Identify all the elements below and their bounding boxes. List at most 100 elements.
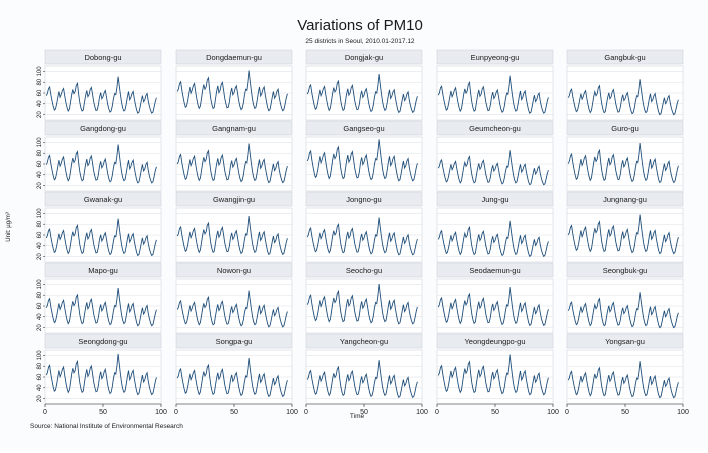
panel-geumcheon-gu: Geumcheon-gu — [436, 120, 554, 192]
series-line-jongno-gu — [306, 217, 418, 256]
series-line-gangseo-gu — [306, 139, 418, 182]
series-line-gwangjin-gu — [176, 216, 288, 256]
y-tick-label: 80 — [37, 149, 43, 156]
panel-strip — [436, 191, 554, 207]
y-tick-label: 60 — [37, 302, 43, 309]
x-tick-label: 0 — [304, 409, 308, 416]
panel-strip — [566, 120, 684, 136]
panel-eunpyeong-gu: Eunpyeong-gu — [436, 49, 554, 121]
y-tick-label: 40 — [37, 384, 43, 391]
panel-strip — [175, 262, 293, 278]
series-line-jungnang-gu — [567, 214, 679, 255]
panel-title: Jungnang-gu — [603, 195, 647, 204]
series-line-gwanak-gu — [45, 218, 157, 257]
x-tick-label: 50 — [99, 409, 107, 416]
y-tick-label: 20 — [37, 324, 43, 331]
panel-strip — [44, 49, 162, 65]
panel-title: Gangdong-gu — [80, 124, 126, 133]
series-line-jung-gu — [437, 220, 549, 258]
series-line-dongjak-gu — [306, 74, 418, 114]
panel-title: Guro-gu — [611, 124, 639, 133]
panel-title: Eunpyeong-gu — [471, 53, 520, 62]
y-tick-label: 80 — [37, 291, 43, 298]
y-tick-label: 40 — [37, 242, 43, 249]
panel-strip — [436, 49, 554, 65]
panel-seodaemun-gu: Seodaemun-gu — [436, 262, 554, 334]
panel-seocho-gu: Seocho-gu — [305, 262, 423, 334]
series-line-seodaemun-gu — [437, 287, 549, 327]
series-line-mapo-gu — [45, 288, 157, 327]
y-tick-label: 100 — [37, 137, 43, 148]
y-tick-label: 40 — [37, 313, 43, 320]
series-line-yangcheon-gu — [306, 360, 418, 399]
panel-gangseo-gu: Gangseo-gu — [305, 120, 423, 192]
y-tick-label: 100 — [37, 66, 43, 77]
panel-jongno-gu: Jongno-gu — [305, 191, 423, 263]
x-axis-label: Time — [350, 413, 365, 420]
panel-strip — [44, 333, 162, 349]
y-tick-label: 20 — [37, 111, 43, 118]
series-line-eunpyeong-gu — [437, 75, 549, 114]
y-tick-label: 100 — [37, 350, 43, 361]
panel-strip — [44, 191, 162, 207]
panel-strip — [175, 191, 293, 207]
panel-strip — [175, 333, 293, 349]
panel-title: Mapo-gu — [88, 266, 118, 275]
series-line-seocho-gu — [306, 283, 418, 325]
panel-title: Yongsan-gu — [605, 337, 645, 346]
y-tick-label: 100 — [37, 208, 43, 219]
panel-jung-gu: Jung-gu — [436, 191, 554, 263]
panel-gangbuk-gu: Gangbuk-gu — [566, 49, 684, 121]
series-line-guro-gu — [567, 142, 679, 184]
x-tick-label: 100 — [677, 409, 689, 416]
panel-strip — [305, 120, 423, 136]
panel-title: Gangnam-gu — [212, 124, 256, 133]
x-tick-label: 0 — [43, 409, 47, 416]
y-tick-label: 40 — [37, 171, 43, 178]
y-tick-label: 60 — [37, 160, 43, 167]
panel-title: Songpa-gu — [216, 337, 253, 346]
y-axis-label: Unit: µg/m³ — [6, 212, 12, 241]
panel-title: Geumcheon-gu — [469, 124, 521, 133]
panel-dongdaemun-gu: Dongdaemun-gu — [175, 49, 293, 121]
panel-seongbuk-gu: Seongbuk-gu — [566, 262, 684, 334]
series-line-dongdaemun-gu — [176, 70, 288, 112]
panel-strip — [305, 191, 423, 207]
x-tick-label: 100 — [547, 409, 559, 416]
panel-title: Gangbuk-gu — [604, 53, 645, 62]
panel-strip — [566, 49, 684, 65]
y-tick-label: 80 — [37, 220, 43, 227]
panel-title: Seongdong-gu — [78, 337, 127, 346]
panel-title: Yangcheon-gu — [340, 337, 388, 346]
panel-strip — [436, 333, 554, 349]
panel-title: Dobong-gu — [84, 53, 121, 62]
series-line-seongdong-gu — [45, 353, 157, 396]
panel-guro-gu: Guro-gu — [566, 120, 684, 192]
series-line-yeongdeungpo-gu — [437, 354, 549, 396]
series-line-seongbuk-gu — [567, 292, 679, 329]
y-tick-label: 80 — [37, 78, 43, 85]
y-tick-label: 100 — [37, 279, 43, 290]
x-tick-label: 0 — [174, 409, 178, 416]
panel-title: Gwangjin-gu — [213, 195, 255, 204]
x-tick-label: 0 — [565, 409, 569, 416]
panel-songpa-gu: Songpa-gu 0 50 100 — [174, 333, 298, 416]
panel-title: Seodaemun-gu — [469, 266, 520, 275]
panel-strip — [305, 262, 423, 278]
y-tick-label: 60 — [37, 231, 43, 238]
panel-gwangjin-gu: Gwangjin-gu — [175, 191, 293, 263]
panel-nowon-gu: Nowon-gu — [175, 262, 293, 334]
panel-dongjak-gu: Dongjak-gu — [305, 49, 423, 121]
x-tick-label: 100 — [286, 409, 298, 416]
panel-title: Jongno-gu — [346, 195, 381, 204]
panel-strip — [566, 333, 684, 349]
panel-title: Yeongdeungpo-gu — [464, 337, 525, 346]
y-tick-label: 40 — [37, 100, 43, 107]
panel-yangcheon-gu: Yangcheon-gu 0 50 100 — [304, 333, 428, 416]
panel-title: Gangseo-gu — [343, 124, 384, 133]
y-tick-label: 80 — [37, 362, 43, 369]
